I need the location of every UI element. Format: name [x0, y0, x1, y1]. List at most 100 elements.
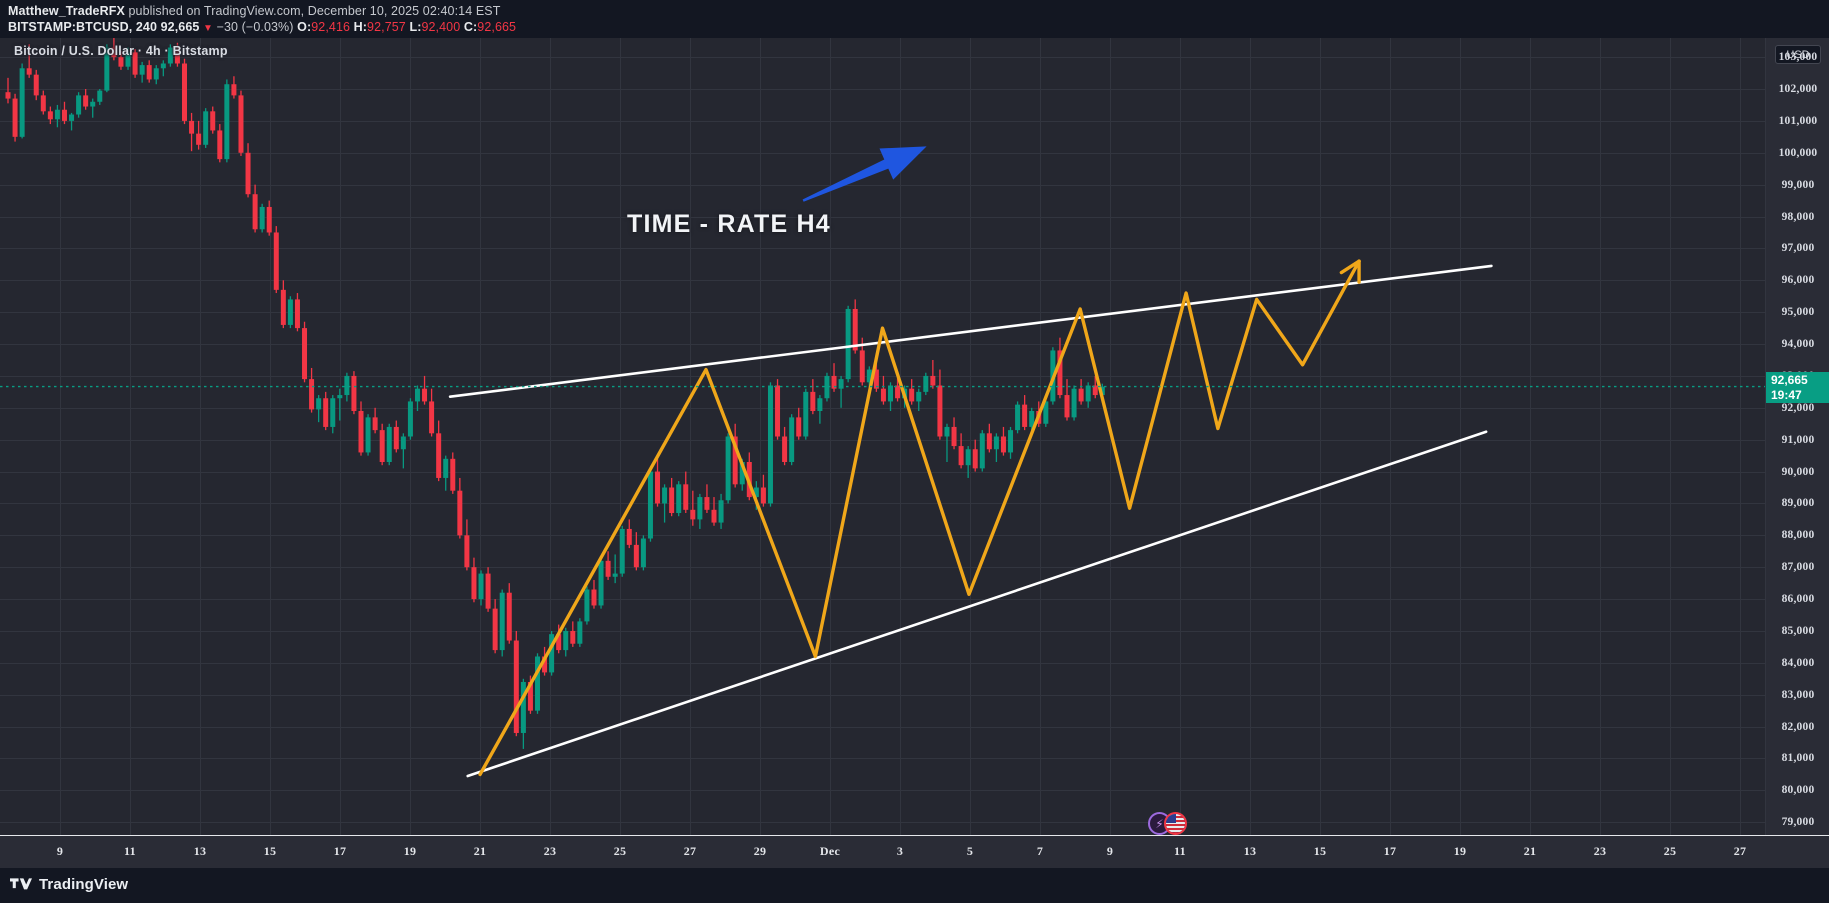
- flag-canton: [1166, 814, 1176, 823]
- price-tick: 81,000: [1781, 752, 1815, 765]
- candle-body: [690, 509, 696, 520]
- price-tick: 96,000: [1781, 274, 1815, 287]
- candle-body: [12, 98, 18, 137]
- candle-body: [542, 656, 548, 673]
- candle-body: [153, 68, 159, 80]
- current-price-value: 92,665: [1771, 372, 1808, 387]
- candle-body: [294, 299, 300, 329]
- candle-body: [619, 528, 625, 574]
- time-tick: 17: [1383, 844, 1397, 858]
- price-change: −30 (−0.03%): [216, 20, 294, 34]
- close-value: 92,665: [477, 20, 517, 34]
- candle-body: [139, 65, 145, 75]
- high-value: 92,757: [367, 20, 406, 34]
- candle-body: [323, 398, 329, 427]
- price-tick: 100,000: [1778, 146, 1818, 159]
- gridline-h: [0, 312, 1765, 313]
- candle-body: [372, 417, 378, 431]
- candle-body: [782, 436, 788, 463]
- historical-zigzag[interactable]: [478, 259, 1361, 777]
- candle-body: [888, 385, 893, 402]
- gridline-h: [0, 727, 1765, 728]
- time-tick: 23: [1593, 844, 1607, 858]
- candle-body: [549, 634, 555, 673]
- drawings-overlay[interactable]: [0, 38, 1765, 835]
- time-axis[interactable]: 9 11 13 15 17 19 21 23 25 27 29 Dec 3 5 7 9 11 13 15 17 19 21…: [0, 835, 1829, 868]
- candle-body: [958, 446, 964, 466]
- low-label: L:: [409, 20, 422, 34]
- gridline-h: [0, 344, 1765, 345]
- time-tick: 11: [124, 844, 136, 858]
- candle-body: [1064, 395, 1070, 418]
- candle-body: [633, 544, 639, 568]
- price-axis[interactable]: USD 103,000 102,000 101,000 100,000 99,000 98…: [1765, 38, 1829, 835]
- candle-body: [930, 375, 936, 386]
- time-tick: 25: [613, 844, 627, 858]
- gridline-v: [60, 38, 61, 835]
- time-tick: 29: [753, 844, 767, 858]
- tradingview-brand[interactable]: TradingView: [10, 876, 128, 893]
- gridline-v: [830, 38, 831, 835]
- last-price: 92,665: [160, 20, 200, 34]
- candle-body: [760, 487, 766, 504]
- candle-body: [817, 398, 823, 411]
- candle-body: [640, 538, 646, 568]
- candle-body: [414, 388, 420, 402]
- candle-body: [803, 391, 809, 437]
- candle-body: [1085, 385, 1091, 402]
- price-tick: 92,000: [1781, 401, 1815, 414]
- candle-body: [669, 487, 675, 514]
- candle-body: [895, 385, 901, 399]
- gridline-h: [0, 376, 1765, 377]
- candle-body: [556, 634, 562, 651]
- price-tick: 99,000: [1781, 178, 1815, 191]
- candle-body: [591, 589, 597, 606]
- candle-body: [111, 47, 117, 58]
- blue-annotation-arrow[interactable]: [802, 146, 927, 202]
- candle-body: [718, 500, 724, 523]
- candle-body: [965, 449, 971, 466]
- candle-body: [231, 84, 237, 96]
- gridline-h: [0, 535, 1765, 536]
- candle-body: [704, 497, 710, 510]
- candle-body: [26, 68, 32, 75]
- candle-body: [993, 436, 999, 450]
- gridline-h: [0, 663, 1765, 664]
- candle-body: [316, 398, 322, 410]
- candle-body: [97, 90, 103, 102]
- gridline-h: [0, 121, 1765, 122]
- candle-body: [386, 426, 392, 463]
- time-tick: 27: [683, 844, 697, 858]
- candle-body: [69, 114, 75, 121]
- price-tick: 80,000: [1781, 784, 1815, 797]
- chart-pane[interactable]: Bitcoin / U.S. Dollar · 4h · Bitstamp TI…: [0, 38, 1765, 835]
- candle-body: [732, 436, 738, 485]
- candle-body: [309, 379, 315, 410]
- upper-resistance[interactable]: [448, 264, 1493, 398]
- time-tick: 9: [1106, 844, 1114, 858]
- candle-body: [125, 52, 131, 67]
- currency-chip[interactable]: USD: [1775, 45, 1821, 64]
- candle-body: [174, 47, 180, 64]
- candle-body: [923, 375, 929, 392]
- candle-body: [845, 308, 851, 380]
- us-flag-event-icon[interactable]: [1164, 812, 1187, 835]
- candle-body: [647, 471, 653, 539]
- candle-body: [485, 573, 491, 609]
- candle-body: [937, 385, 943, 437]
- gridline-h: [0, 248, 1765, 249]
- change-direction-icon: ▼: [203, 23, 214, 34]
- time-tick: 11: [1174, 844, 1186, 858]
- gridline-h: [0, 472, 1765, 473]
- candle-body: [471, 567, 477, 600]
- candle-body: [160, 63, 166, 69]
- candle-body: [104, 47, 110, 91]
- lower-support[interactable]: [466, 430, 1488, 778]
- time-tick: 19: [1453, 844, 1467, 858]
- price-tick: 103,000: [1778, 51, 1818, 64]
- economic-event-markers[interactable]: ⚡: [1148, 812, 1187, 835]
- price-tick: 85,000: [1781, 624, 1815, 637]
- candle-body: [19, 68, 25, 137]
- candle-body: [767, 385, 773, 504]
- gridline-h: [0, 217, 1765, 218]
